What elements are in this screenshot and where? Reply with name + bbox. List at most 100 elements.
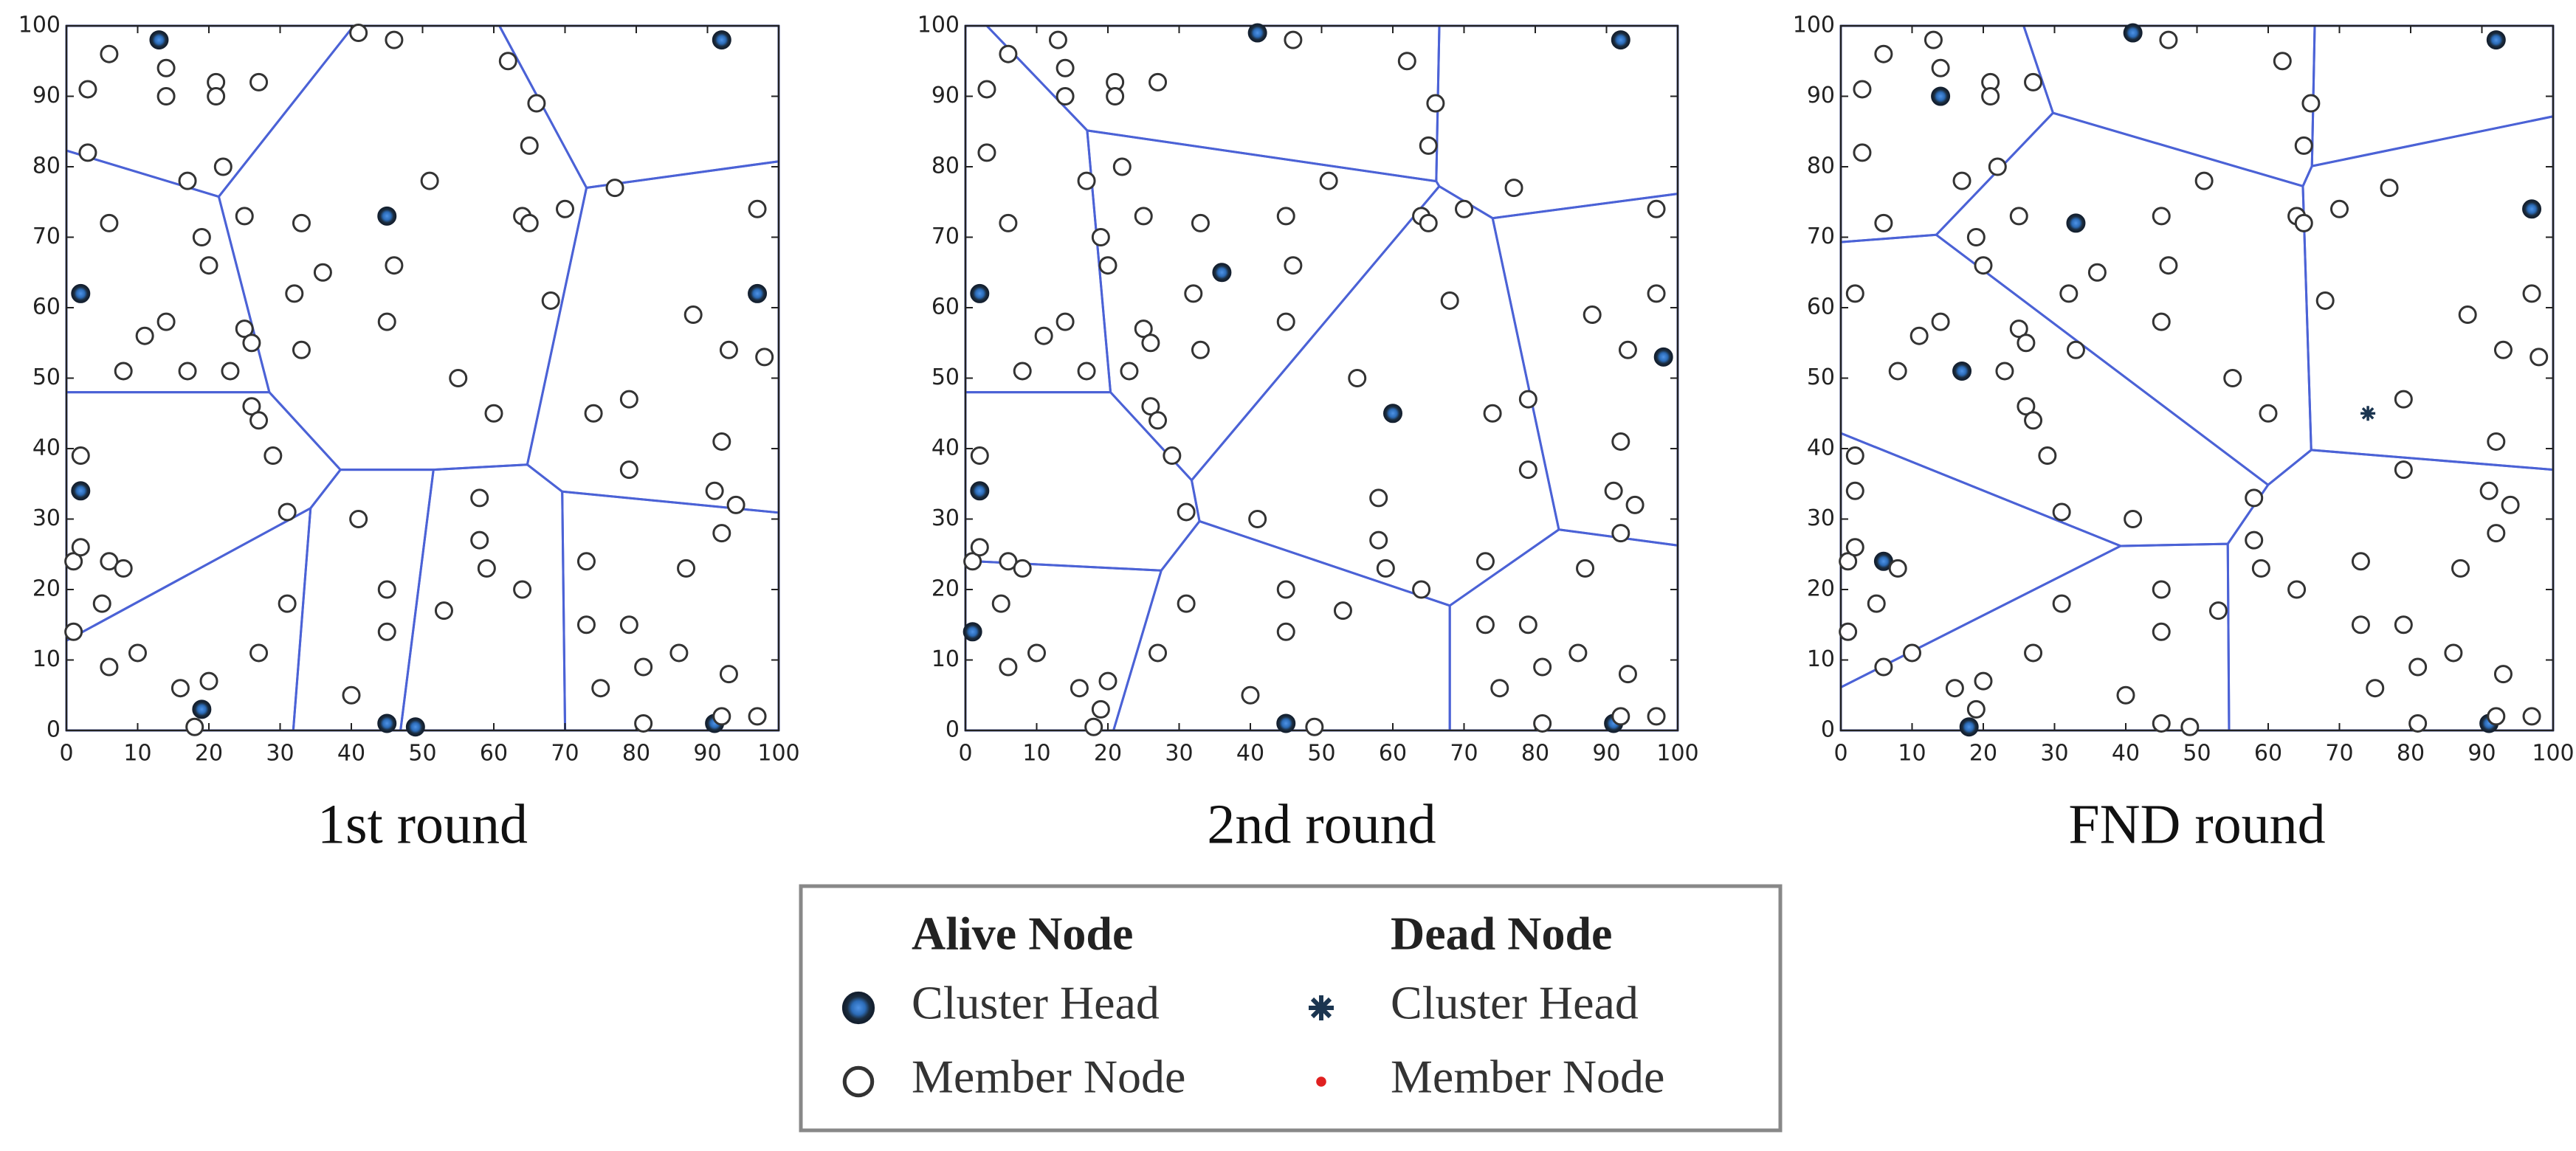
member-node <box>2223 369 2242 387</box>
member-node <box>1874 44 1893 63</box>
member-node <box>2124 510 2143 528</box>
member-node <box>2194 171 2214 190</box>
y-tick-label: 50 <box>931 364 960 390</box>
member-node <box>1419 136 1438 155</box>
y-tick-label: 20 <box>931 576 960 602</box>
member-node <box>292 213 311 232</box>
cluster-head <box>841 991 875 1025</box>
member-node <box>712 707 731 726</box>
member-node <box>1141 333 1160 353</box>
member-node <box>1853 143 1872 162</box>
member-node <box>135 326 154 345</box>
x-tick-label: 40 <box>2112 741 2140 767</box>
member-node <box>1369 530 1388 550</box>
x-tick-label: 10 <box>1898 741 1926 767</box>
member-node <box>2052 502 2071 522</box>
cluster-head <box>2123 23 2143 43</box>
member-node <box>484 404 503 423</box>
member-node <box>1952 171 1971 190</box>
member-node <box>342 685 361 705</box>
x-tick-label: 40 <box>1236 741 1264 767</box>
y-tick-label: 10 <box>1807 646 1835 672</box>
member-node <box>963 552 982 571</box>
member-node <box>2180 717 2200 736</box>
x-tick-label: 80 <box>2397 741 2425 767</box>
member-node <box>1966 228 1986 246</box>
member-node <box>1106 87 1125 106</box>
member-node <box>1576 559 1595 578</box>
y-tick-label: 0 <box>1821 717 1835 743</box>
x-tick-label: 0 <box>958 741 972 767</box>
member-node <box>2287 580 2307 599</box>
x-tick-label: 60 <box>1379 741 1407 767</box>
member-node <box>2024 72 2043 91</box>
cluster-head <box>1952 361 1972 381</box>
cluster-head <box>2522 199 2542 219</box>
member-node <box>1348 369 1367 387</box>
member-node <box>1055 312 1075 331</box>
member-node <box>2458 305 2477 325</box>
member-node <box>1148 643 1168 663</box>
member-node <box>199 671 218 691</box>
cluster-head <box>1959 717 1979 737</box>
y-tick-label: 20 <box>1807 576 1835 602</box>
member-node <box>1568 643 1588 663</box>
member-node <box>2208 601 2228 621</box>
cluster-head <box>192 699 212 719</box>
member-node <box>1191 213 1210 232</box>
member-node <box>705 481 724 500</box>
member-node <box>1112 157 1132 176</box>
member-node <box>1974 671 1993 691</box>
member-node <box>1369 488 1388 508</box>
member-node <box>1903 643 1921 663</box>
member-node <box>541 291 560 310</box>
member-node <box>1518 390 1537 409</box>
member-node <box>377 580 396 599</box>
cluster-head <box>1247 23 1267 43</box>
member-node <box>2501 495 2520 514</box>
member-node <box>264 446 283 466</box>
member-node <box>1077 362 1096 381</box>
member-node <box>1148 411 1168 430</box>
member-node <box>1148 72 1168 91</box>
member-node <box>470 488 489 508</box>
cluster-head <box>71 283 91 303</box>
y-tick-label: 0 <box>47 717 61 743</box>
member-node <box>712 432 731 451</box>
member-node <box>2529 348 2549 367</box>
member-node <box>1027 643 1046 663</box>
member-node <box>1241 685 1260 705</box>
member-node <box>1966 699 1986 719</box>
member-node <box>719 340 738 359</box>
member-node <box>1839 552 1858 571</box>
member-node <box>1177 594 1196 613</box>
member-node <box>1839 622 1858 641</box>
y-tick-label: 40 <box>931 435 960 461</box>
member-node <box>278 594 297 613</box>
member-node <box>242 333 261 353</box>
member-node <box>1931 312 1950 331</box>
chart-title: 1st round <box>317 793 528 855</box>
member-node <box>100 213 119 232</box>
x-tick-label: 100 <box>2532 741 2574 767</box>
member-node <box>2152 713 2171 733</box>
member-node <box>2294 136 2313 155</box>
member-node <box>1909 326 1929 345</box>
member-node <box>235 207 254 226</box>
member-node <box>1874 213 1893 232</box>
x-tick-label: 70 <box>551 741 579 767</box>
x-tick-label: 0 <box>59 741 73 767</box>
member-node <box>100 657 119 677</box>
member-node <box>434 601 453 621</box>
member-node <box>1845 481 1864 500</box>
member-node <box>1184 284 1203 303</box>
member-node <box>1988 157 2007 176</box>
dead-cluster-head <box>1309 995 1334 1020</box>
member-node <box>249 72 269 91</box>
member-node <box>185 717 204 736</box>
member-node <box>156 87 176 106</box>
member-node <box>199 256 218 275</box>
member-node <box>1276 580 1295 599</box>
cluster-head <box>71 481 91 501</box>
member-node <box>2408 713 2428 733</box>
